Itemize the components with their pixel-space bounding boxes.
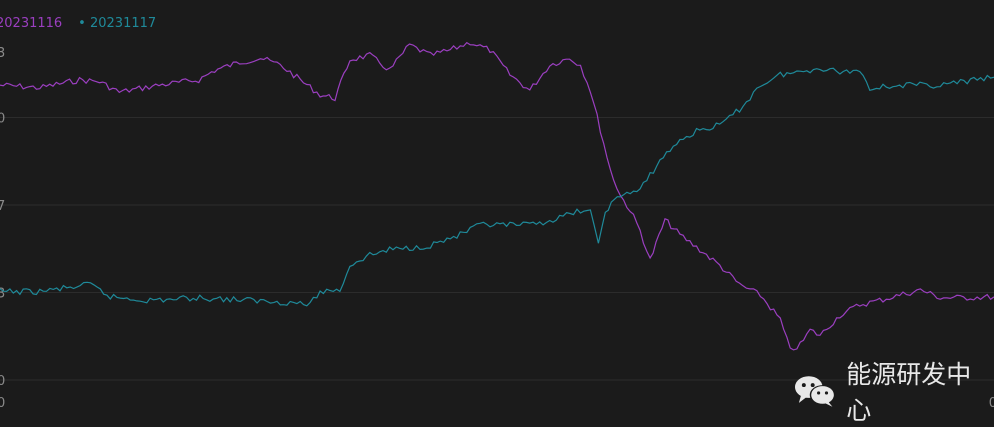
y-tick-label: 0 <box>0 112 5 127</box>
legend: 20231116 • 20231117 <box>0 16 156 31</box>
series-line-20231116 <box>0 41 994 351</box>
y-tick-label: 7 <box>0 199 5 214</box>
legend-item-20231117[interactable]: • 20231117 <box>78 16 157 31</box>
watermark: 能源研发中心 <box>793 355 994 427</box>
y-tick-label: 3 <box>0 287 5 302</box>
x-tick-label: 0 <box>0 396 5 411</box>
y-tick-label: 3 <box>0 46 5 61</box>
legend-label: 20231117 <box>89 16 157 31</box>
x-tick-label: 0 <box>989 396 994 411</box>
legend-item-20231116[interactable]: 20231116 <box>0 16 63 31</box>
y-tick-label: 0 <box>0 374 5 389</box>
watermark-text: 能源研发中心 <box>846 360 972 425</box>
series-line-20231117 <box>0 67 994 307</box>
wechat-icon <box>794 376 836 407</box>
